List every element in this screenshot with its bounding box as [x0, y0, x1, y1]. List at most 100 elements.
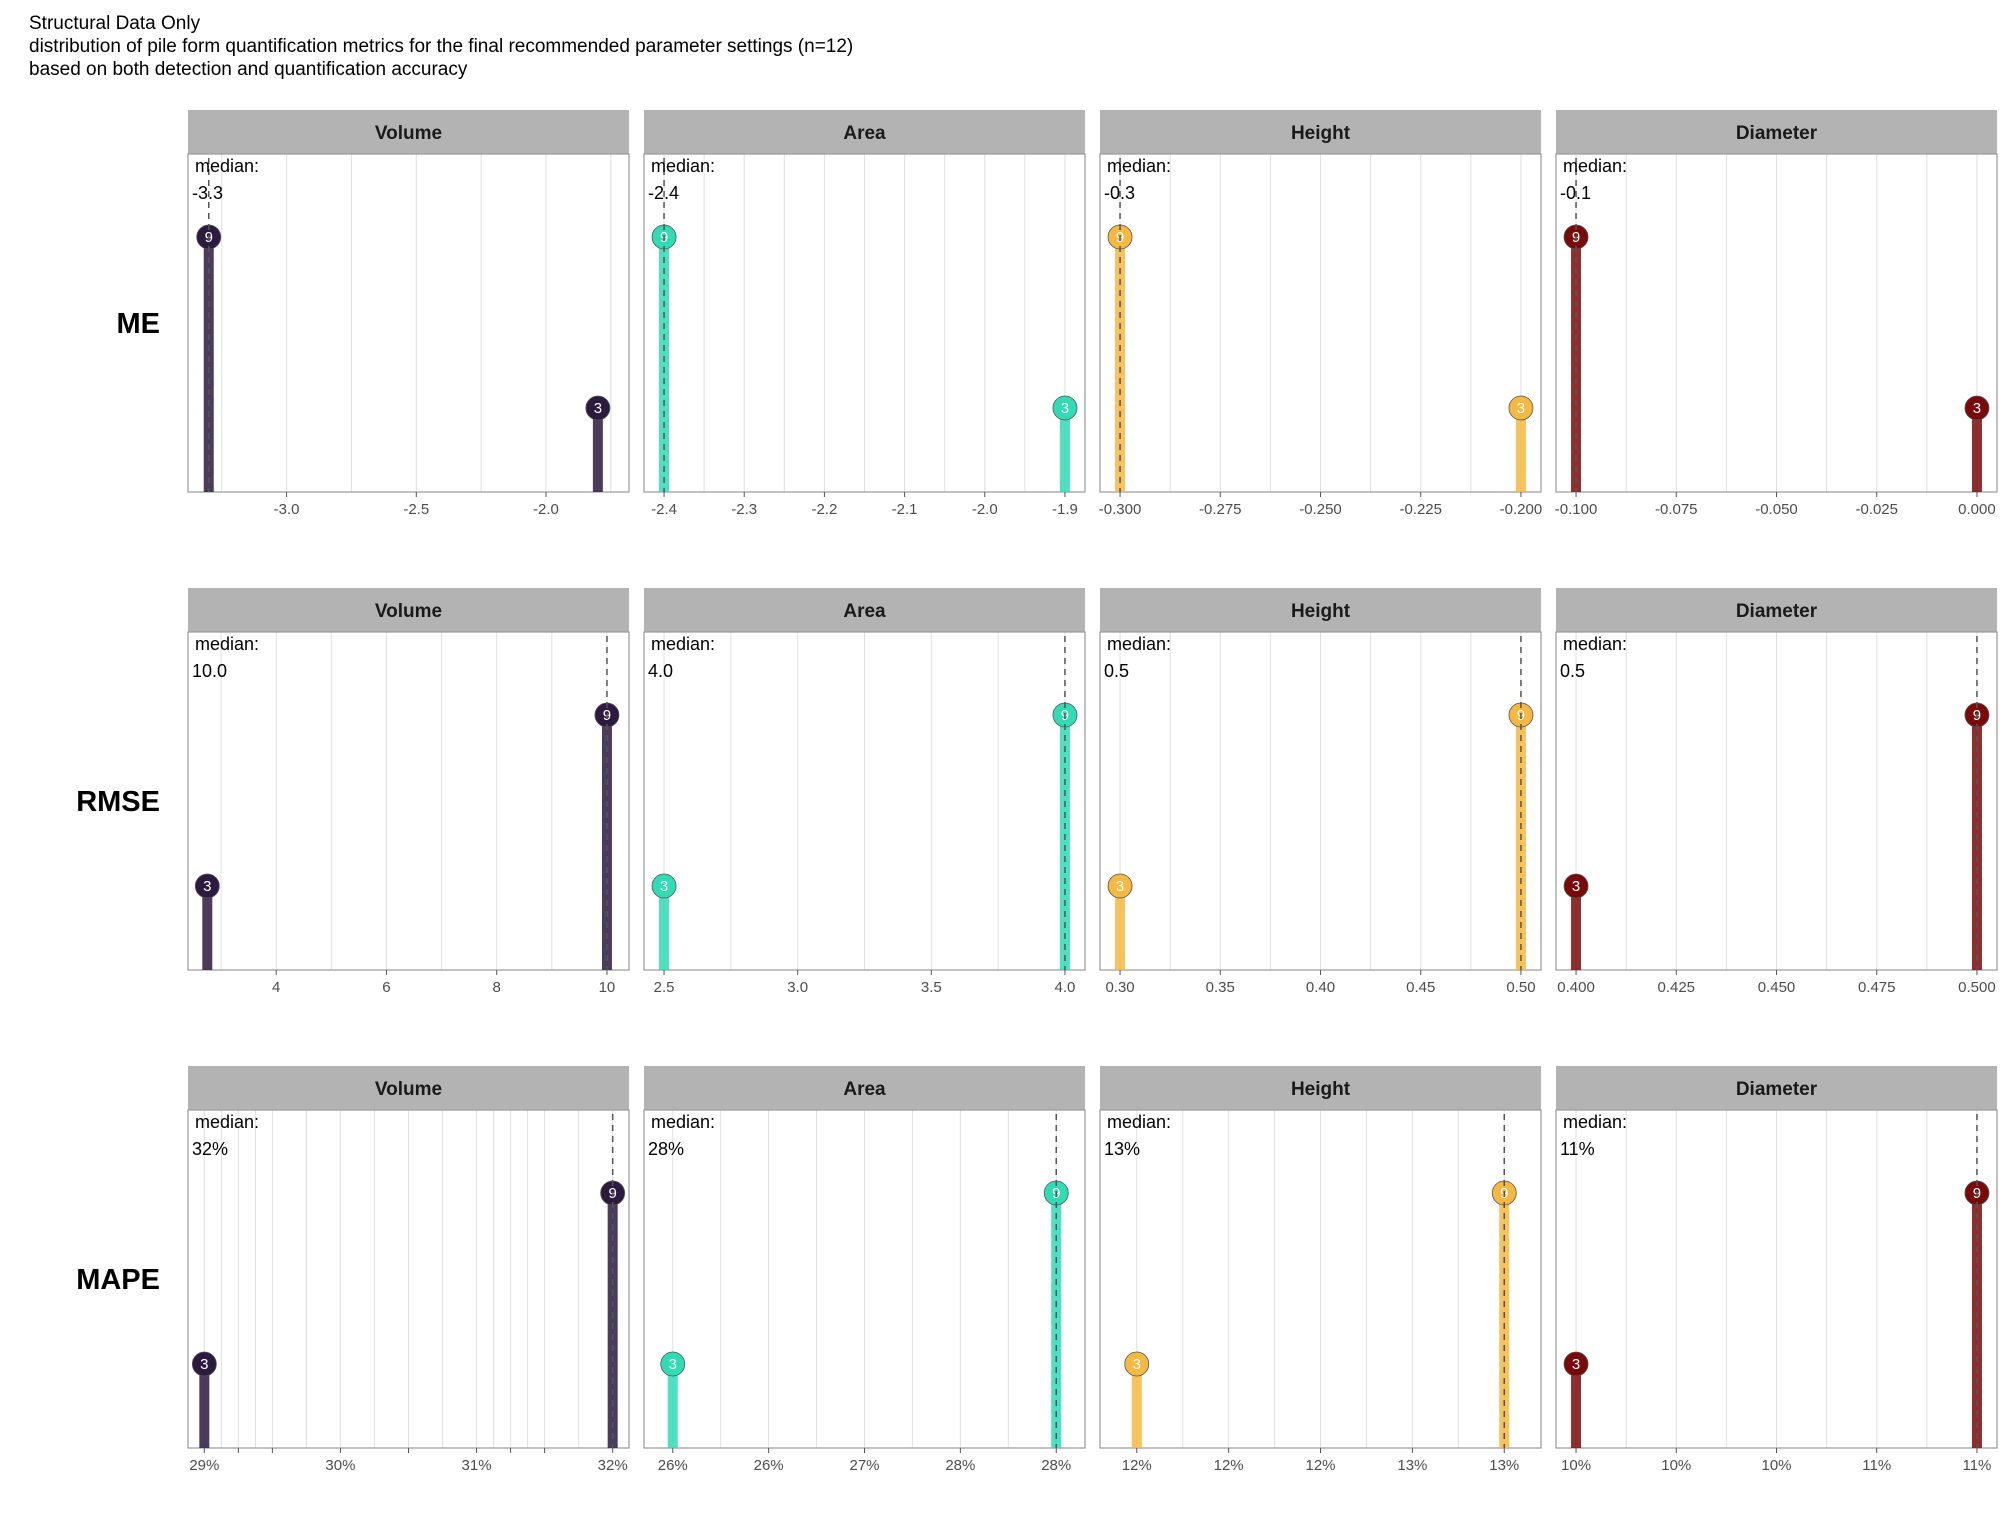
- lollipop-stem: [1059, 408, 1070, 492]
- tick-label: 2.5: [654, 979, 675, 996]
- median-label: median:: [1107, 156, 1171, 176]
- chart-title: Structural Data Only: [29, 13, 201, 34]
- facet-panel: Diameter0.4000.4250.4500.4750.50039media…: [1555, 588, 1998, 996]
- lollipop-stem: [1115, 237, 1126, 492]
- facet-panel: Area-2.4-2.3-2.2-2.1-2.0-1.993median:-2.…: [643, 110, 1086, 518]
- count-label: 3: [1572, 1356, 1580, 1373]
- lollipop-point: [1563, 873, 1589, 899]
- median-label: median:: [1563, 156, 1627, 176]
- tick-label: 3.5: [921, 979, 942, 996]
- strip-background: [1100, 110, 1541, 154]
- strip-label: Diameter: [1736, 123, 1818, 144]
- lollipop-stem: [659, 886, 670, 970]
- median-label: median:: [195, 1112, 259, 1132]
- median-label: median:: [1107, 634, 1171, 654]
- tick-label: 29%: [189, 1457, 219, 1474]
- count-label: 3: [1061, 400, 1069, 417]
- panel-border: [643, 631, 1086, 971]
- tick-label: 10%: [1761, 1457, 1791, 1474]
- lollipop-stem: [592, 408, 603, 492]
- median-value: 10.0: [192, 661, 227, 681]
- lollipop-stem: [1971, 715, 1982, 970]
- lollipop-stem: [667, 1364, 678, 1448]
- row-label: RMSE: [76, 786, 160, 818]
- tick-label: 8: [493, 979, 501, 996]
- chart-subtitle: distribution of pile form quantification…: [29, 36, 854, 57]
- count-label: 3: [1133, 1356, 1141, 1373]
- lollipop-stem: [1971, 408, 1982, 492]
- tick-label: -2.4: [651, 501, 677, 518]
- strip-background: [1100, 1066, 1541, 1110]
- row-label: MAPE: [76, 1264, 160, 1296]
- strip-background: [644, 110, 1085, 154]
- strip-background: [644, 588, 1085, 632]
- tick-label: 3.0: [787, 979, 808, 996]
- tick-label: 10%: [1561, 1457, 1591, 1474]
- lollipop-point: [1052, 395, 1078, 421]
- count-label: 3: [203, 878, 211, 895]
- lollipop-stem: [1059, 715, 1070, 970]
- lollipop-stem: [1499, 1193, 1510, 1448]
- facet-panel: Volume4681039median:10.0: [187, 588, 630, 996]
- lollipop-stem: [1571, 886, 1582, 970]
- strip-label: Volume: [375, 123, 442, 144]
- tick-label: -1.9: [1052, 501, 1078, 518]
- lollipop-stem: [1571, 237, 1582, 492]
- lollipop-stem: [1515, 408, 1526, 492]
- strip-background: [644, 1066, 1085, 1110]
- median-value: -0.3: [1104, 183, 1135, 203]
- lollipop-stem: [1515, 715, 1526, 970]
- median-label: median:: [195, 156, 259, 176]
- strip-label: Height: [1291, 1079, 1351, 1100]
- tick-label: -0.250: [1299, 501, 1342, 518]
- median-label: median:: [651, 1112, 715, 1132]
- lollipop-stem: [203, 237, 214, 492]
- tick-label: 10%: [1661, 1457, 1691, 1474]
- lollipop-point: [1508, 395, 1534, 421]
- median-label: median:: [1107, 1112, 1171, 1132]
- tick-label: -0.225: [1399, 501, 1442, 518]
- lollipop-point: [1964, 395, 1990, 421]
- lollipop-point: [585, 395, 611, 421]
- strip-background: [1100, 588, 1541, 632]
- tick-label: 11%: [1962, 1457, 1991, 1474]
- tick-label: 28%: [945, 1457, 975, 1474]
- median-value: 11%: [1560, 1139, 1595, 1159]
- median-label: median:: [1563, 1112, 1627, 1132]
- strip-label: Diameter: [1736, 601, 1818, 622]
- strip-label: Diameter: [1736, 1079, 1818, 1100]
- lollipop-stem: [659, 237, 670, 492]
- strip-background: [1556, 588, 1997, 632]
- strip-label: Height: [1291, 123, 1351, 144]
- count-label: 3: [1973, 400, 1981, 417]
- tick-label: 0.35: [1206, 979, 1235, 996]
- tick-label: 28%: [1041, 1457, 1071, 1474]
- strip-background: [188, 1066, 629, 1110]
- median-value: 13%: [1104, 1139, 1140, 1159]
- median-value: 32%: [192, 1139, 228, 1159]
- lollipop-stem: [601, 715, 612, 970]
- median-value: 4.0: [648, 661, 673, 681]
- tick-label: 26%: [754, 1457, 784, 1474]
- median-label: median:: [195, 634, 259, 654]
- tick-label: 27%: [849, 1457, 879, 1474]
- tick-label: -0.100: [1555, 501, 1598, 518]
- tick-label: -0.275: [1199, 501, 1242, 518]
- lollipop-stem: [607, 1193, 618, 1448]
- strip-label: Area: [843, 1079, 886, 1100]
- tick-label: 0.30: [1105, 979, 1134, 996]
- lollipop-stem: [1131, 1364, 1142, 1448]
- tick-label: 13%: [1397, 1457, 1427, 1474]
- tick-label: 6: [382, 979, 390, 996]
- count-label: 3: [660, 878, 668, 895]
- tick-label: -0.025: [1855, 501, 1898, 518]
- strip-label: Volume: [375, 1079, 442, 1100]
- tick-label: -0.075: [1655, 501, 1698, 518]
- strip-background: [188, 588, 629, 632]
- panel-border: [643, 153, 1086, 493]
- tick-label: -2.5: [403, 501, 429, 518]
- tick-label: 0.400: [1557, 979, 1595, 996]
